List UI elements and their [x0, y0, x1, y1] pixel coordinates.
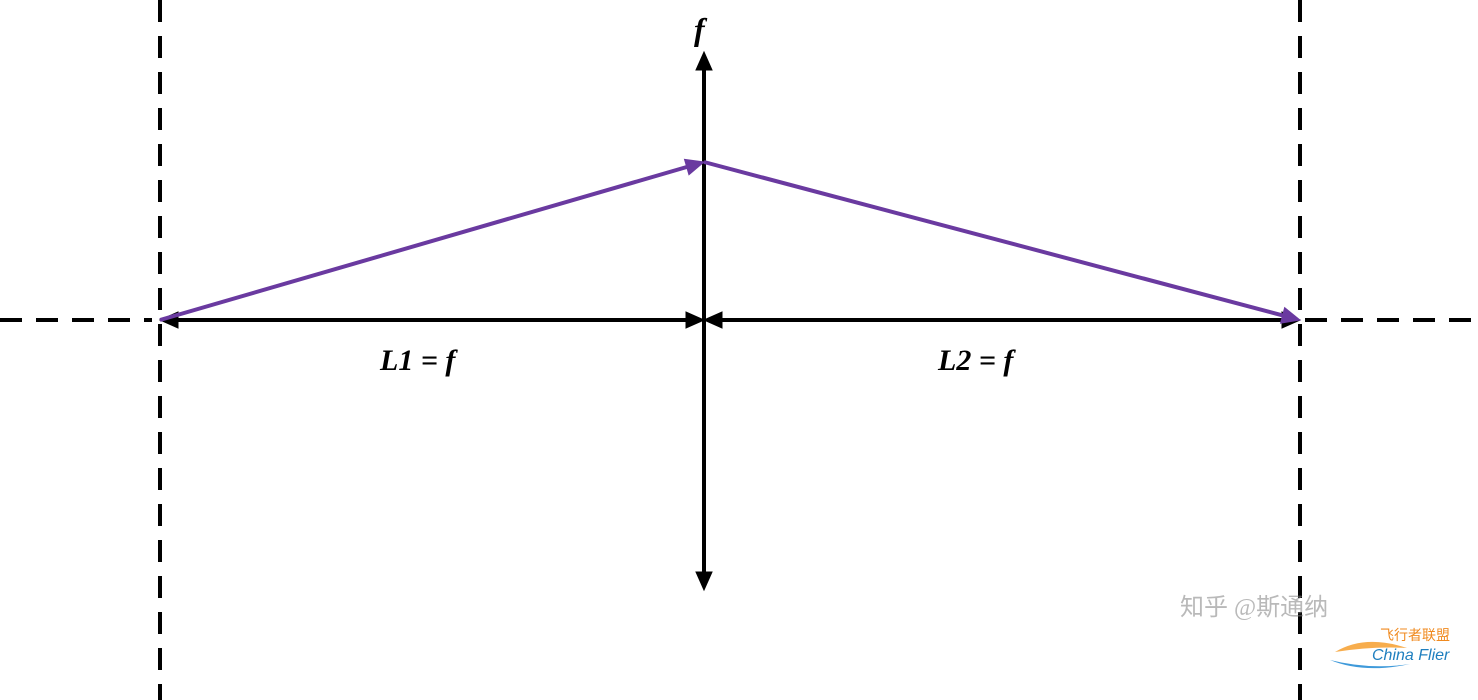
vector-left	[160, 166, 691, 320]
arrowhead-icon	[1281, 308, 1300, 323]
label-f: f	[694, 11, 708, 47]
vector-right	[704, 162, 1287, 317]
watermark-cf-cn: 飞行者联盟	[1380, 627, 1450, 643]
arrowhead-icon	[686, 312, 704, 328]
label-L1: L1 = f	[379, 344, 458, 377]
arrowhead-icon	[684, 159, 704, 174]
arrowhead-icon	[704, 312, 722, 328]
label-L2: L2 = f	[937, 344, 1016, 377]
watermark-cf-en: China Flier	[1372, 647, 1450, 664]
arrowhead-icon	[696, 572, 712, 590]
arrowhead-icon	[696, 52, 712, 70]
watermark-zhihu: 知乎 @斯通纳	[1180, 594, 1328, 621]
